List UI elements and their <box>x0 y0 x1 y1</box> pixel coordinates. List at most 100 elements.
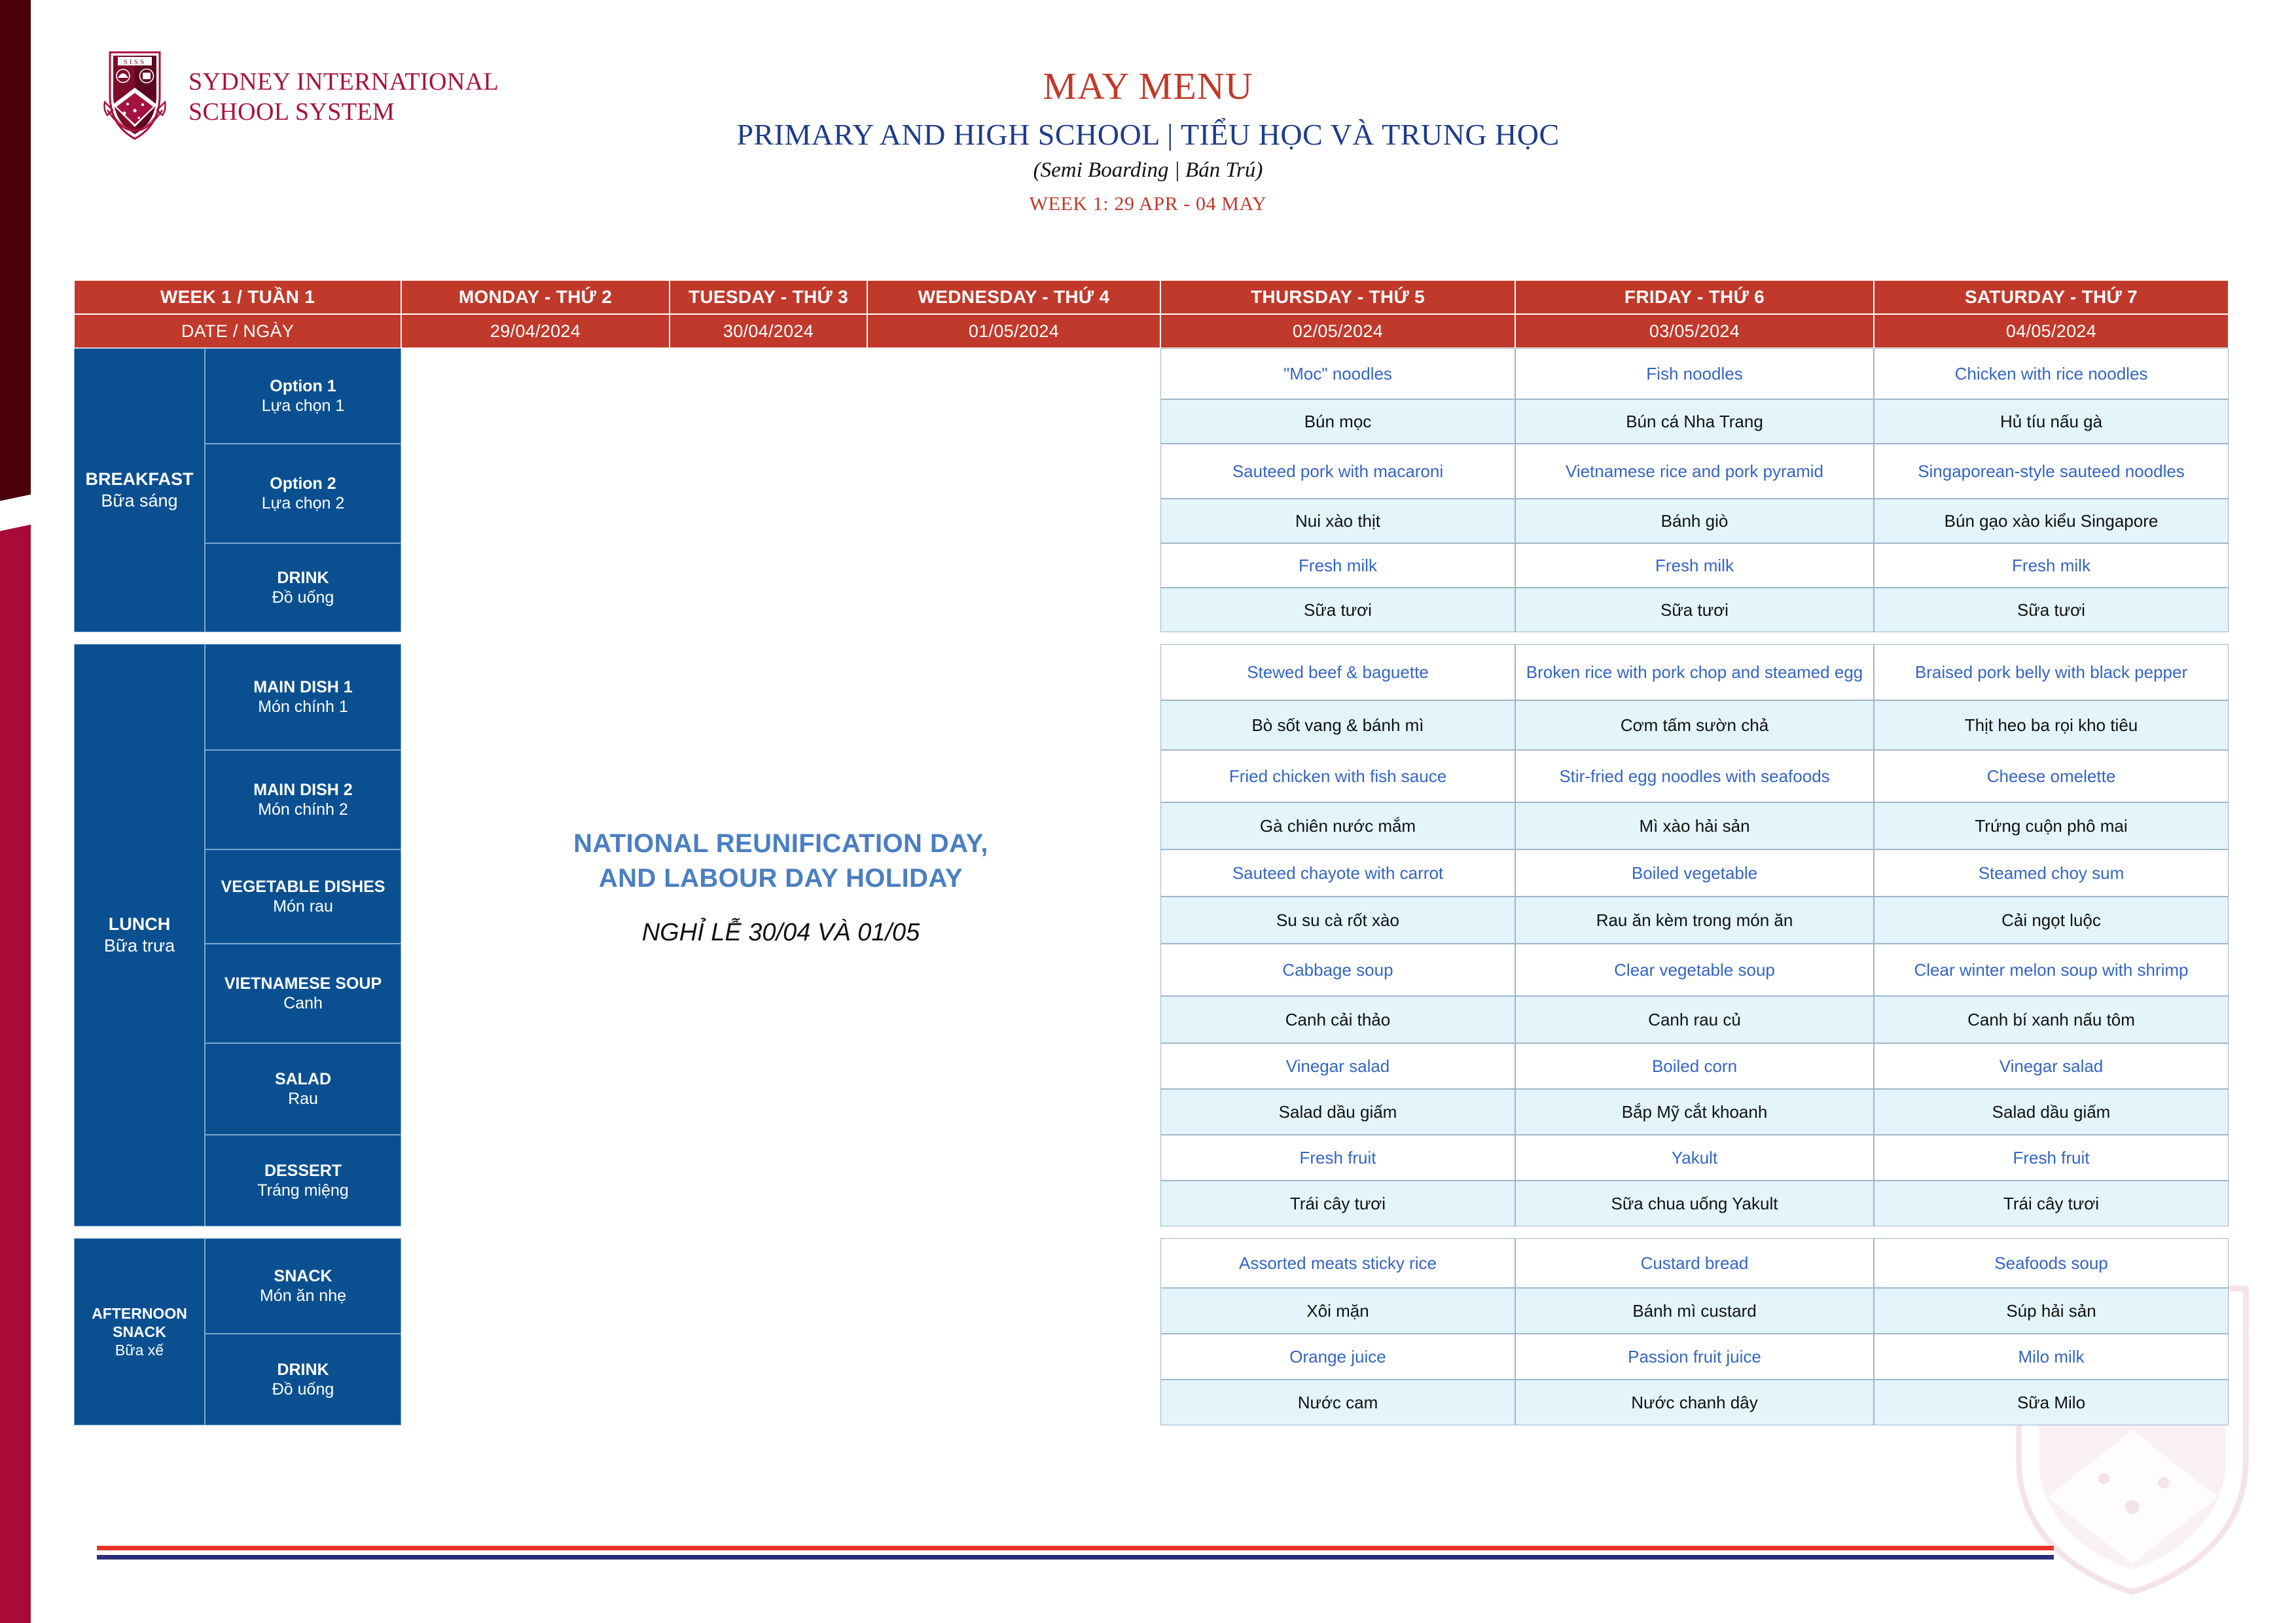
row-label-snack: SNACK Món ăn nhẹ <box>205 1238 401 1334</box>
section-spacer <box>74 632 2229 644</box>
day-header-2: TUESDAY - THỨ 3 <box>670 280 867 314</box>
week-range-label: WEEK 1: 29 APR - 04 MAY <box>1029 193 1267 215</box>
footer-rule <box>97 1546 2054 1560</box>
menu-cell-en: Fried chicken with fish sauce <box>1160 750 1515 802</box>
day-header-5: FRIDAY - THỨ 6 <box>1515 280 1874 314</box>
menu-row: DESSERT Tráng miệng Fresh fruit Yakult Fresh… <box>74 1135 2229 1226</box>
menu-cell-vi: Nước cam <box>1160 1380 1515 1425</box>
menu-cell-vi: Trứng cuộn phô mai <box>1874 802 2229 849</box>
school-crest-icon: SISS <box>103 51 166 140</box>
menu-row: Nui xào thịt Bánh giò Bún gạo xào kiểu Sin… <box>74 499 2229 543</box>
menu-cell-en: "Moc" noodles <box>1160 348 1515 399</box>
menu-cell-vi: Súp hải sản <box>1874 1288 2229 1334</box>
page-title: MAY MENU <box>1043 65 1253 107</box>
menu-row: Canh cải thảo Canh rau củ Canh bí xanh nấu… <box>74 996 2229 1043</box>
menu-row: Nước cam Nước chanh dây Sữa Milo <box>74 1380 2229 1425</box>
menu-row: LUNCH Bữa trưa MAIN DISH 1 Món chính 1 Stewe… <box>74 644 2229 1226</box>
menu-cell-vi: Hủ tíu nấu gà <box>1874 399 2229 444</box>
menu-cell-vi: Sữa tươi <box>1515 588 1874 632</box>
menu-row: Bò sốt vang & bánh mì Cơm tấm sườn chả Thị… <box>74 700 2229 750</box>
menu-cell-vi: Thịt heo ba rọi kho tiêu <box>1874 700 2229 750</box>
menu-cell-vi: Cơm tấm sườn chả <box>1515 700 1874 750</box>
menu-cell-vi: Mì xào hải sản <box>1515 802 1874 849</box>
page-subtitle: PRIMARY AND HIGH SCHOOL | TIỂU HỌC VÀ TR… <box>736 118 1560 151</box>
week-header-cell: WEEK 1 / TUẦN 1 <box>74 280 401 314</box>
row-label-salad: SALAD Rau <box>205 1043 401 1135</box>
menu-cell-en: Singaporean-style sauteed noodles <box>1874 444 2229 499</box>
menu-cell-vi: Rau ăn kèm trong món ăn <box>1515 897 1874 944</box>
row-label-dessert: DESSERT Tráng miệng <box>205 1135 401 1226</box>
left-edge-dark-band <box>0 0 31 517</box>
menu-cell-vi: Salad dầu giấm <box>1160 1089 1515 1135</box>
menu-cell-en: Sauteed pork with macaroni <box>1160 444 1515 499</box>
date-header-cell: DATE / NGÀY <box>74 314 401 348</box>
date-cell-6: 04/05/2024 <box>1874 314 2229 348</box>
menu-cell-en: Fresh fruit <box>1160 1135 1515 1181</box>
date-cell-5: 03/05/2024 <box>1515 314 1874 348</box>
section-label-breakfast: BREAKFAST Bữa sáng <box>74 348 205 632</box>
menu-cell-en: Vinegar salad <box>1160 1043 1515 1089</box>
page-note: (Semi Boarding | Bán Trú) <box>1033 158 1263 182</box>
table-header-days: WEEK 1 / TUẦN 1 MONDAY - THỨ 2 TUESDAY - T… <box>74 280 2229 314</box>
date-cell-4: 02/05/2024 <box>1160 314 1515 348</box>
holiday-notice-en: NATIONAL REUNIFICATION DAY, AND LABOUR DA… <box>573 829 988 893</box>
title-block: MAY MENU PRIMARY AND HIGH SCHOOL | TIỂU … <box>0 64 2296 215</box>
menu-cell-en: Boiled vegetable <box>1515 849 1874 897</box>
menu-cell-vi: Bắp Mỹ cắt khoanh <box>1515 1089 1874 1135</box>
menu-cell-en: Stir-fried egg noodles with seafoods <box>1515 750 1874 802</box>
menu-cell-en: Fresh fruit <box>1874 1135 2229 1181</box>
school-logo: SISS SYDNEY INTERNATIONAL SCHOOL SYSTEM <box>98 47 499 147</box>
menu-cell-en: Passion fruit juice <box>1515 1334 1874 1380</box>
menu-cell-en: Chicken with rice noodles <box>1874 348 2229 399</box>
menu-cell-en: Yakult <box>1515 1135 1874 1181</box>
footer-rule-navy <box>97 1555 2054 1560</box>
menu-row: SALAD Rau Vinegar salad Boiled corn Vinegar … <box>74 1043 2229 1135</box>
menu-row: Trái cây tươi Sữa chua uống Yakult Trái câ… <box>74 1181 2229 1226</box>
menu-cell-en: Orange juice <box>1160 1334 1515 1380</box>
menu-row: Bún mọc Bún cá Nha Trang Hủ tíu nấu gà <box>74 399 2229 444</box>
date-cell-2: 30/04/2024 <box>670 314 867 348</box>
holiday-notice-cell: NATIONAL REUNIFICATION DAY, AND LABOUR DA… <box>401 348 1160 1425</box>
menu-cell-en: Milo milk <box>1874 1334 2229 1380</box>
row-label-drink: DRINK Đồ uống <box>205 1334 401 1425</box>
menu-cell-en: Assorted meats sticky rice <box>1160 1238 1515 1288</box>
menu-cell-en: Fresh milk <box>1160 543 1515 588</box>
menu-cell-en: Clear winter melon soup with shrimp <box>1874 944 2229 996</box>
menu-row: VIETNAMESE SOUP Canh Cabbage soup Clear veg… <box>74 944 2229 1043</box>
logo-line-2: SCHOOL SYSTEM <box>188 98 395 126</box>
menu-row: MAIN DISH 2 Món chính 2 Fried chicken with… <box>74 750 2229 849</box>
menu-table: WEEK 1 / TUẦN 1 MONDAY - THỨ 2 TUESDAY - T… <box>74 280 2229 1425</box>
menu-cell-vi: Canh bí xanh nấu tôm <box>1874 996 2229 1043</box>
menu-row: DRINK Đồ uống Fresh milk Fresh milk Fresh mi… <box>74 543 2229 632</box>
menu-row: Sữa tươi Sữa tươi Sữa tươi <box>74 588 2229 632</box>
menu-cell-vi: Sữa tươi <box>1160 588 1515 632</box>
menu-cell-vi: Cải ngọt luộc <box>1874 897 2229 944</box>
row-label-option-1: Option 1 Lựa chọn 1 <box>205 348 401 444</box>
menu-row: Salad dầu giấm Bắp Mỹ cắt khoanh Salad dầu… <box>74 1089 2229 1135</box>
logo-line-1: SYDNEY INTERNATIONAL <box>188 67 499 96</box>
footer-rule-red <box>97 1546 2054 1550</box>
menu-grid: WEEK 1 / TUẦN 1 MONDAY - THỨ 2 TUESDAY - T… <box>74 280 2229 1425</box>
row-label-vegetable-dishes: VEGETABLE DISHES Món rau <box>205 849 401 944</box>
section-label-lunch: LUNCH Bữa trưa <box>74 644 205 1226</box>
menu-cell-en: Broken rice with pork chop and steamed e… <box>1515 644 1874 700</box>
menu-cell-vi: Canh rau củ <box>1515 996 1874 1043</box>
menu-cell-vi: Bún cá Nha Trang <box>1515 399 1874 444</box>
menu-cell-vi: Trái cây tươi <box>1874 1181 2229 1226</box>
menu-cell-vi: Sữa tươi <box>1874 588 2229 632</box>
menu-cell-en: Stewed beef & baguette <box>1160 644 1515 700</box>
menu-cell-en: Steamed choy sum <box>1874 849 2229 897</box>
menu-cell-vi: Bánh mì custard <box>1515 1288 1874 1334</box>
menu-cell-en: Fresh milk <box>1515 543 1874 588</box>
menu-row: DRINK Đồ uống Orange juice Passion fruit ju… <box>74 1334 2229 1425</box>
menu-cell-vi: Canh cải thảo <box>1160 996 1515 1043</box>
row-label-drink: DRINK Đồ uống <box>205 543 401 632</box>
date-cell-3: 01/05/2024 <box>867 314 1160 348</box>
menu-cell-vi: Nui xào thịt <box>1160 499 1515 543</box>
section-label-afternoon-snack: AFTERNOON SNACK Bữa xế <box>74 1238 205 1425</box>
logo-wordmark: SYDNEY INTERNATIONAL SCHOOL SYSTEM <box>188 67 499 128</box>
menu-cell-vi: Nước chanh dây <box>1515 1380 1874 1425</box>
day-header-4: THURSDAY - THỨ 5 <box>1160 280 1515 314</box>
menu-cell-vi: Bún gạo xào kiểu Singapore <box>1874 499 2229 543</box>
